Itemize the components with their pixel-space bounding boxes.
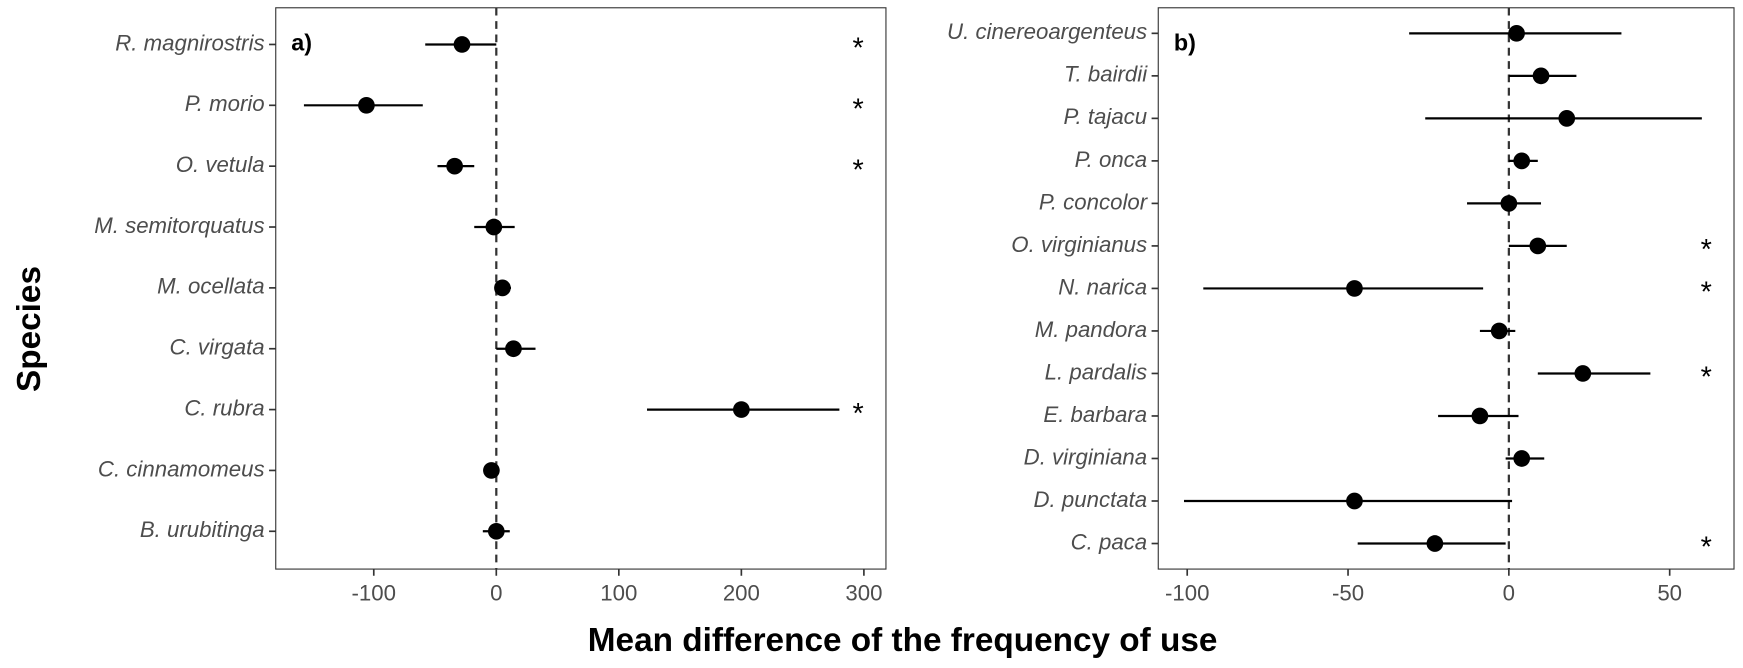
y-tick-label: C. cinnamomeus	[98, 456, 265, 481]
y-tick-label: B. urubitinga	[140, 517, 265, 542]
x-tick-label: -100	[1165, 581, 1209, 606]
x-tick-label: -100	[352, 581, 396, 606]
y-tick-label: T. bairdii	[1064, 62, 1148, 87]
y-tick-label: C. rubra	[184, 395, 264, 420]
point	[1426, 535, 1444, 552]
y-tick-label: E. barbara	[1043, 402, 1147, 427]
y-tick-label: P. tajacu	[1064, 104, 1148, 129]
y-tick-label: D. punctata	[1034, 487, 1148, 512]
point	[1513, 450, 1531, 467]
significance-marker: *	[853, 154, 864, 186]
point	[483, 462, 500, 479]
y-tick-label: C. paca	[1071, 529, 1148, 554]
point	[1513, 152, 1531, 170]
significance-marker: *	[853, 398, 864, 430]
point	[505, 340, 522, 358]
point	[453, 36, 471, 53]
point	[1346, 280, 1363, 297]
y-tick-label: N. narica	[1058, 274, 1147, 299]
point	[1529, 237, 1547, 255]
point	[446, 157, 463, 175]
y-tick-label: P. morio	[185, 91, 265, 116]
point	[1471, 407, 1489, 425]
x-tick-label: 0	[490, 581, 502, 606]
y-tick-label: M. pandora	[1035, 317, 1147, 342]
x-tick-label: 300	[845, 581, 882, 606]
y-tick-label: M. semitorquatus	[94, 213, 264, 238]
point	[485, 218, 503, 236]
point	[1574, 365, 1592, 382]
significance-marker: *	[1701, 362, 1712, 394]
significance-marker: *	[1701, 532, 1712, 564]
y-tick-label: D. virginiana	[1024, 444, 1148, 469]
y-tick-label: O. vetula	[176, 152, 265, 177]
x-axis-title: Mean difference of the frequency of use	[588, 622, 1218, 659]
point	[1346, 492, 1363, 510]
significance-marker: *	[853, 33, 864, 65]
y-tick-label: O. virginianus	[1011, 232, 1147, 257]
panel-label: a)	[291, 30, 312, 56]
x-tick-label: 0	[1503, 581, 1515, 606]
y-tick-label: M. ocellata	[157, 274, 264, 299]
point	[358, 96, 375, 114]
point	[1490, 322, 1508, 340]
significance-marker: *	[853, 93, 864, 125]
point	[1532, 67, 1550, 85]
y-tick-label: L. pardalis	[1045, 359, 1148, 384]
point	[733, 401, 750, 418]
x-tick-label: 50	[1657, 581, 1682, 606]
y-tick-label: R. magnirostris	[115, 30, 264, 55]
point	[494, 279, 511, 297]
point	[1508, 25, 1525, 42]
x-tick-label: 100	[600, 581, 637, 606]
y-axis-title: Species	[11, 266, 48, 392]
plot-frame	[275, 7, 887, 570]
y-tick-label: P. onca	[1075, 147, 1147, 172]
y-tick-label: P. concolor	[1039, 189, 1149, 214]
y-tick-label: U. cinereoargenteus	[947, 19, 1147, 44]
point	[1500, 195, 1518, 212]
significance-marker: *	[1701, 277, 1712, 309]
x-tick-label: -50	[1332, 581, 1364, 606]
y-tick-label: C. virgata	[170, 335, 265, 360]
point	[1558, 110, 1576, 127]
panel-label: b)	[1174, 30, 1196, 56]
significance-marker: *	[1701, 234, 1712, 266]
point	[487, 522, 505, 540]
x-tick-label: 200	[723, 581, 760, 606]
